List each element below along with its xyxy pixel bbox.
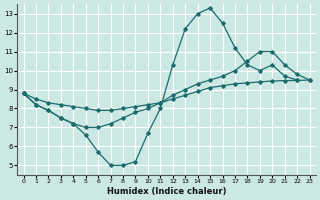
X-axis label: Humidex (Indice chaleur): Humidex (Indice chaleur): [107, 187, 226, 196]
